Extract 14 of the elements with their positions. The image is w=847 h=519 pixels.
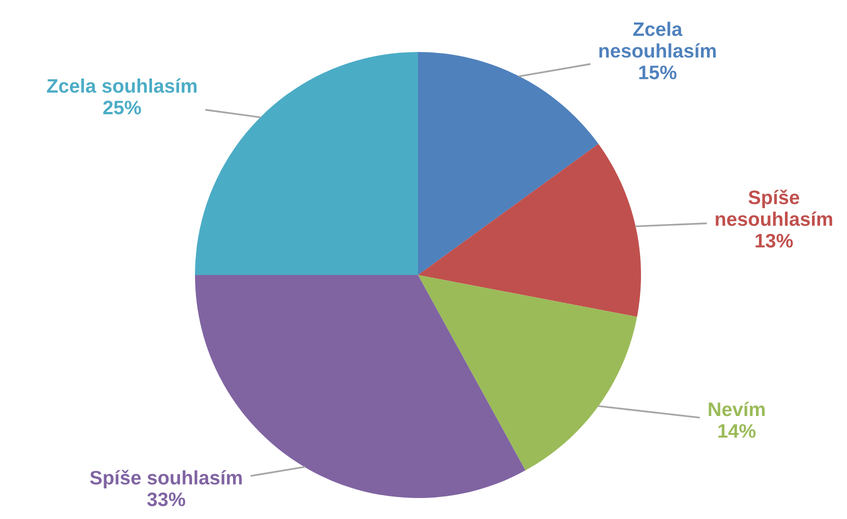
slice-label: Spíše nesouhlasím bbox=[716, 190, 832, 226]
pie-slice bbox=[418, 275, 638, 470]
pie-slice bbox=[418, 52, 598, 275]
slice-label: Zcela souhlasím bbox=[46, 78, 196, 93]
data-label: 14% bbox=[718, 424, 756, 438]
data-label: 25% bbox=[103, 100, 141, 114]
pie-slice bbox=[418, 144, 641, 317]
data-label: 13% bbox=[756, 234, 793, 248]
pie-slice bbox=[195, 52, 418, 275]
data-label: 15% bbox=[639, 66, 676, 80]
slice-label: Spíše souhlasím bbox=[90, 470, 242, 488]
data-label: 33% bbox=[147, 492, 186, 506]
slice-label: Nevím bbox=[708, 402, 765, 416]
slice-label: Zcela nesouhlasím bbox=[599, 22, 716, 58]
